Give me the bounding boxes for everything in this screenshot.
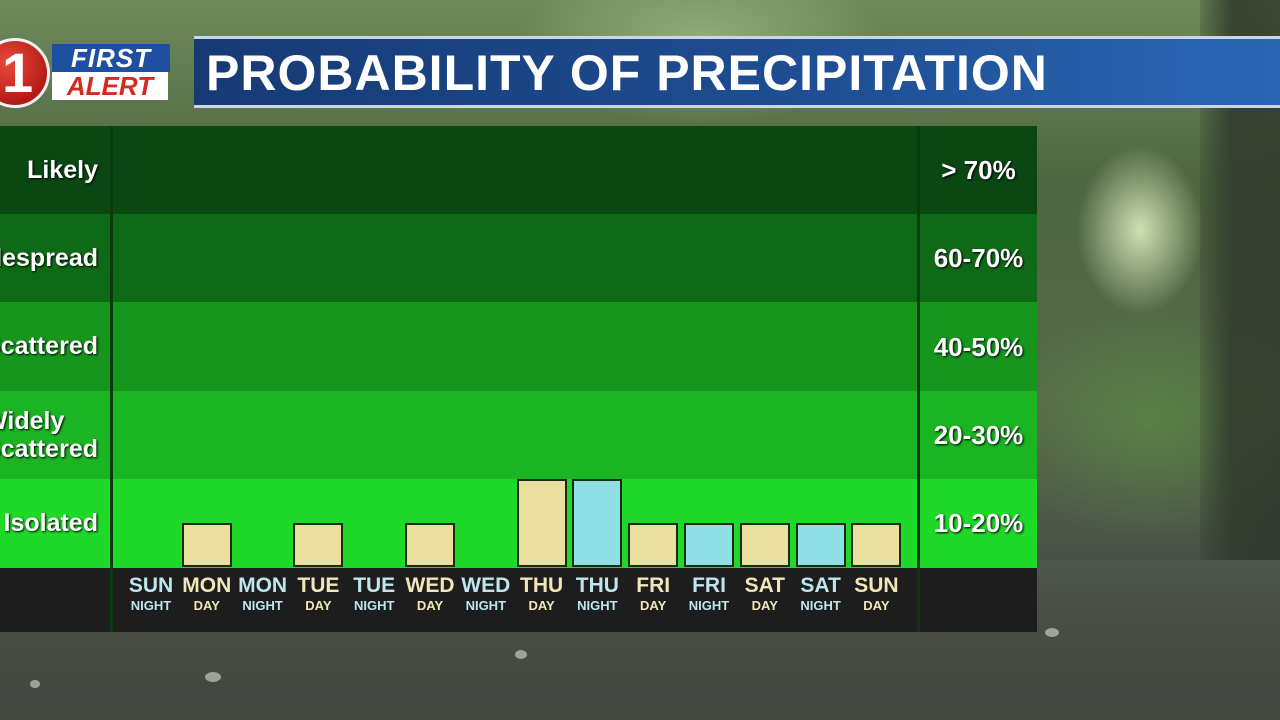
x-tick-label: THU NIGHT xyxy=(575,574,619,613)
rain-splash xyxy=(205,672,221,682)
band-range-label: 10-20% xyxy=(933,507,1024,538)
rain-splash xyxy=(515,650,527,659)
bar-fri-day xyxy=(628,522,679,567)
rain-splash xyxy=(30,680,40,688)
bar-thu-night xyxy=(572,478,623,567)
x-tick-label: SAT DAY xyxy=(744,574,786,613)
x-axis-strip xyxy=(0,567,1037,632)
bar-sat-day xyxy=(739,522,790,567)
band-scattered xyxy=(0,302,1037,392)
rain-splash xyxy=(1045,628,1059,637)
x-tick-label: FRI DAY xyxy=(636,574,671,613)
band-range-label: 60-70% xyxy=(933,243,1024,274)
x-tick-label: TUE DAY xyxy=(297,574,340,613)
bar-mon-day xyxy=(181,522,232,567)
x-tick-label: TUE NIGHT xyxy=(353,574,396,613)
x-tick-label: MON NIGHT xyxy=(238,574,288,613)
title-bar: PROBABILITY OF PRECIPITATION xyxy=(194,36,1280,108)
bar-thu-day xyxy=(516,478,567,567)
x-tick-label: SUN NIGHT xyxy=(128,574,174,613)
band-widely-scattered xyxy=(0,390,1037,480)
page-title: PROBABILITY OF PRECIPITATION xyxy=(206,45,1048,101)
bar-sun-day xyxy=(851,522,902,567)
band-label: Likely xyxy=(27,156,98,185)
x-tick-label: FRI NIGHT xyxy=(688,574,730,613)
band-label: Scattered xyxy=(0,332,98,361)
panel-divider xyxy=(917,126,920,632)
band-range-label: 40-50% xyxy=(933,331,1024,362)
first-alert-logo: 1 FIRST ALERT xyxy=(0,38,172,108)
band-range-label: 20-30% xyxy=(933,419,1024,450)
bar-sat-night xyxy=(795,522,846,567)
band-range-label: > 70% xyxy=(941,155,1016,186)
x-tick-label: SAT NIGHT xyxy=(800,574,841,613)
x-tick-label: WED NIGHT xyxy=(461,574,511,613)
logo-first-text: FIRST xyxy=(52,44,170,72)
bar-wed-day xyxy=(405,522,455,567)
bar-tue-day xyxy=(293,522,344,567)
logo-channel-number: 1 xyxy=(2,41,34,104)
band-label: Widespread xyxy=(0,244,98,273)
band-label: Isolated xyxy=(3,508,98,537)
band-widespread xyxy=(0,214,1037,304)
x-tick-label: WED DAY xyxy=(405,574,455,613)
precip-chart: Likely > 70% Widespread 60-70% Scattered 40-5… xyxy=(0,126,1037,632)
x-tick-label: MON DAY xyxy=(182,574,232,613)
band-label: WidelyScattered xyxy=(0,406,98,463)
x-tick-label: SUN DAY xyxy=(854,574,899,613)
bar-fri-night xyxy=(684,522,734,567)
x-tick-label: THU DAY xyxy=(520,574,564,613)
band-likely xyxy=(0,126,1037,215)
panel-divider xyxy=(110,126,113,632)
logo-alert-text: ALERT xyxy=(52,72,168,100)
